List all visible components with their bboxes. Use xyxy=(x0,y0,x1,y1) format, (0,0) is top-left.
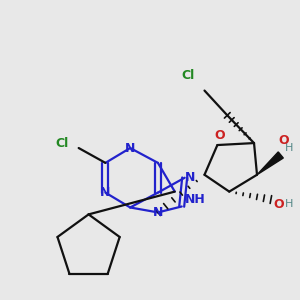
Text: O: O xyxy=(274,198,284,211)
Text: Cl: Cl xyxy=(56,136,69,150)
Text: N: N xyxy=(125,142,135,154)
Text: N: N xyxy=(185,171,195,184)
Text: Cl: Cl xyxy=(181,69,195,82)
Text: H: H xyxy=(285,200,293,209)
Text: N: N xyxy=(153,206,163,219)
Polygon shape xyxy=(257,152,283,175)
Text: H: H xyxy=(285,143,293,153)
Text: N: N xyxy=(100,186,111,199)
Text: O: O xyxy=(279,134,289,147)
Text: O: O xyxy=(214,129,225,142)
Text: NH: NH xyxy=(185,193,206,206)
